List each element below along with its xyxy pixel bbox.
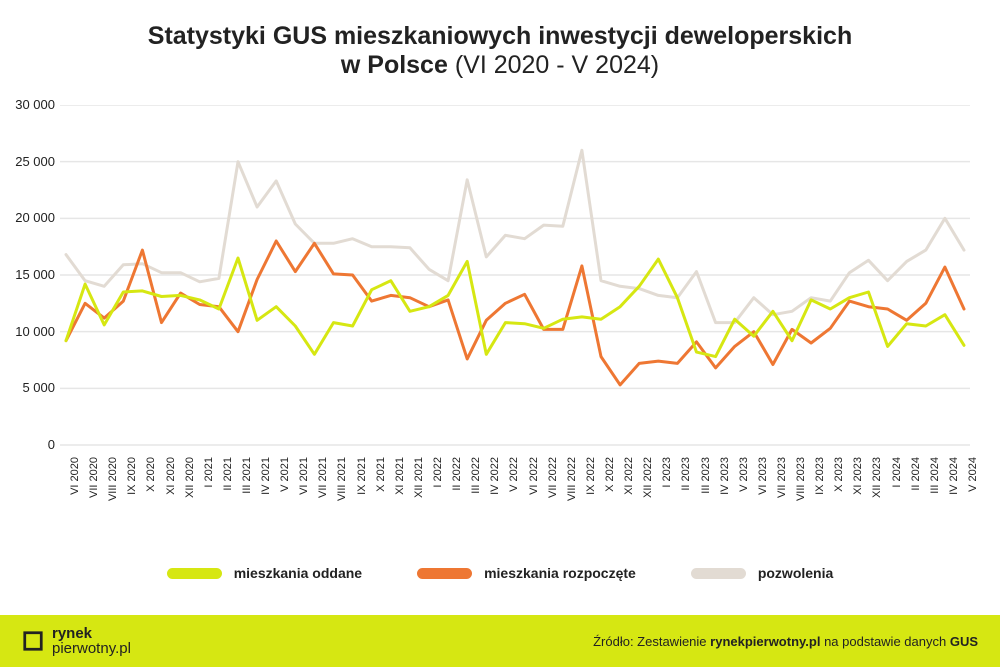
x-tick-label: VII 2023 [776,457,788,517]
legend-swatch [417,568,472,579]
x-tick-label: XII 2020 [184,457,196,517]
y-tick-label: 25 000 [0,154,55,169]
y-tick-label: 5 000 [0,380,55,395]
x-tick-label: V 2023 [738,457,750,517]
x-tick-label: III 2021 [241,457,253,517]
title-line2-light: (VI 2020 - V 2024) [448,51,659,79]
series-oddane [66,258,964,357]
x-tick-label: V 2024 [967,457,979,517]
source-bold1: rynekpierwotny.pl [710,634,820,649]
logo-line2: pierwotny.pl [52,641,131,656]
chart-area: 05 00010 00015 00020 00025 00030 000 VI … [60,105,970,505]
x-tick-label: XII 2022 [642,457,654,517]
x-tick-label: I 2023 [661,457,673,517]
x-tick-label: VII 2020 [88,457,100,517]
x-tick-label: VIII 2020 [107,457,119,517]
y-tick-label: 20 000 [0,210,55,225]
source-text: Źródło: Zestawienie rynekpierwotny.pl na… [593,634,978,649]
x-tick-label: IX 2022 [585,457,597,517]
x-tick-label: IV 2023 [719,457,731,517]
x-tick-label: II 2022 [451,457,463,517]
series-rozpoczete [66,241,964,385]
x-tick-label: VI 2021 [298,457,310,517]
chart-legend: mieszkania oddane mieszkania rozpoczęte po… [0,565,1000,581]
legend-item: mieszkania rozpoczęte [417,565,636,581]
legend-label: mieszkania oddane [234,565,362,581]
y-tick-label: 10 000 [0,324,55,339]
x-tick-label: III 2023 [700,457,712,517]
legend-item: mieszkania oddane [167,565,362,581]
x-tick-label: V 2022 [508,457,520,517]
title-line2-bold: w Polsce [341,51,448,79]
line-chart-svg [60,105,970,450]
x-tick-label: V 2021 [279,457,291,517]
x-tick-label: II 2021 [222,457,234,517]
x-tick-label: III 2024 [929,457,941,517]
x-tick-label: X 2020 [145,457,157,517]
x-tick-label: VI 2020 [69,457,81,517]
y-tick-label: 30 000 [0,97,55,112]
chart-title: Statystyki GUS mieszkaniowych inwestycji… [0,0,1000,80]
source-prefix: Źródło: Zestawienie [593,634,710,649]
x-tick-label: XI 2020 [165,457,177,517]
legend-swatch [691,568,746,579]
x-tick-label: III 2022 [470,457,482,517]
x-tick-label: IX 2020 [126,457,138,517]
x-tick-label: VI 2022 [528,457,540,517]
x-tick-label: X 2023 [833,457,845,517]
footer-logo: rynek pierwotny.pl [22,626,131,656]
chart-footer: rynek pierwotny.pl Źródło: Zestawienie r… [0,615,1000,667]
x-tick-label: VI 2023 [757,457,769,517]
source-mid: na podstawie danych [820,634,949,649]
x-tick-label: XII 2023 [871,457,883,517]
source-bold2: GUS [950,634,978,649]
logo-text: rynek pierwotny.pl [52,626,131,656]
x-tick-label: I 2022 [432,457,444,517]
x-tick-label: VII 2021 [317,457,329,517]
legend-swatch [167,568,222,579]
x-tick-label: VII 2022 [547,457,559,517]
x-tick-label: VIII 2022 [566,457,578,517]
title-line1-bold: Statystyki GUS mieszkaniowych inwestycji… [148,22,852,50]
legend-item: pozwolenia [691,565,833,581]
logo-line1: rynek [52,626,131,641]
x-tick-label: VIII 2021 [336,457,348,517]
x-tick-label: X 2021 [375,457,387,517]
y-tick-label: 15 000 [0,267,55,282]
x-tick-label: IX 2023 [814,457,826,517]
x-tick-label: I 2024 [891,457,903,517]
logo-icon [22,630,44,652]
x-tick-label: II 2023 [680,457,692,517]
x-tick-label: XII 2021 [413,457,425,517]
x-tick-label: I 2021 [203,457,215,517]
y-tick-label: 0 [0,437,55,452]
series-pozwolenia [66,150,964,322]
legend-label: pozwolenia [758,565,833,581]
x-tick-label: XI 2023 [852,457,864,517]
x-tick-label: XI 2022 [623,457,635,517]
x-tick-label: X 2022 [604,457,616,517]
x-tick-label: VIII 2023 [795,457,807,517]
legend-label: mieszkania rozpoczęte [484,565,636,581]
x-tick-label: IV 2021 [260,457,272,517]
x-tick-label: IV 2024 [948,457,960,517]
x-tick-label: IV 2022 [489,457,501,517]
x-tick-label: XI 2021 [394,457,406,517]
x-tick-label: II 2024 [910,457,922,517]
x-tick-label: IX 2021 [356,457,368,517]
